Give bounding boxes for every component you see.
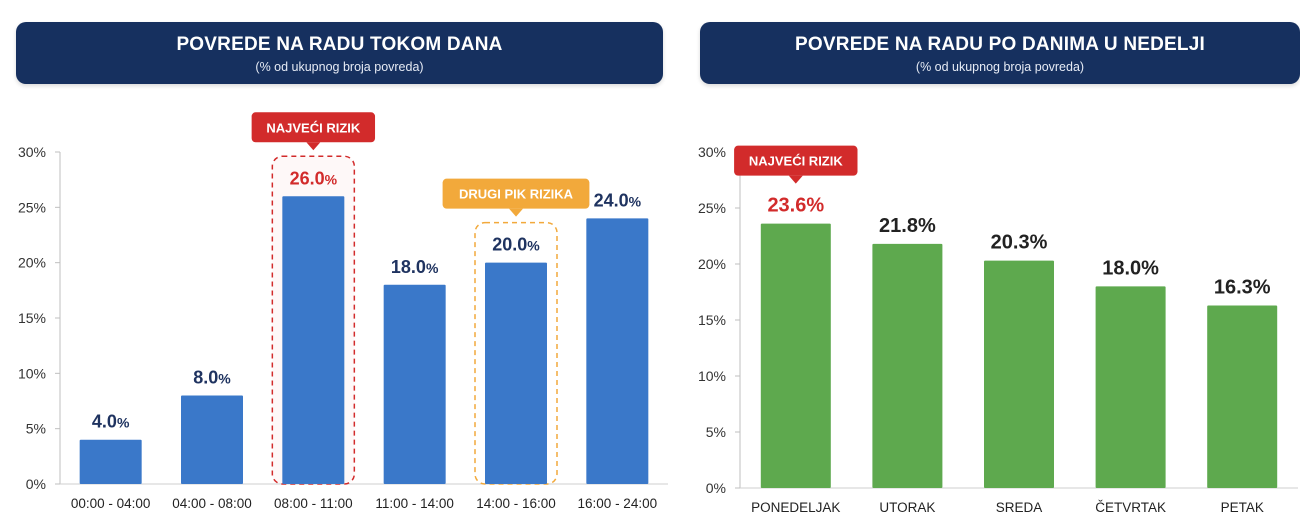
data-label: 24.0% bbox=[594, 190, 642, 210]
bar bbox=[760, 223, 831, 488]
y-tick-label: 10% bbox=[698, 368, 726, 384]
x-tick-label: 08:00 - 11:00 bbox=[274, 496, 353, 511]
data-label: 23.6% bbox=[767, 195, 824, 217]
highlight-callout-box bbox=[251, 112, 376, 143]
y-tick-label: 20% bbox=[18, 255, 46, 271]
bar bbox=[586, 218, 649, 484]
data-label: 18.0% bbox=[1102, 257, 1159, 279]
bar bbox=[383, 284, 446, 484]
data-label: 20.3% bbox=[991, 232, 1048, 254]
chart-panel-time-of-day: POVREDE NA RADU TOKOM DANA (% od ukupnog… bbox=[16, 22, 663, 84]
y-tick-label: 5% bbox=[26, 421, 46, 437]
data-label: 18.0% bbox=[391, 257, 439, 277]
data-label: 8.0% bbox=[193, 367, 231, 387]
secondary-callout-label: DRUGI PIK RIZIKA bbox=[459, 187, 574, 202]
x-tick-label: ČETVRTAK bbox=[1095, 500, 1166, 515]
x-tick-label: 14:00 - 16:00 bbox=[476, 496, 556, 511]
bar bbox=[984, 260, 1054, 488]
data-label: 26.0% bbox=[290, 168, 338, 188]
chart-time-of-day: 0% 5% 10% 15% 20% 25% 30% 4.0% 00:00 - 04:00 8.0%… bbox=[18, 112, 668, 511]
y-tick-label: 30% bbox=[698, 144, 726, 160]
x-tick-label: UTORAK bbox=[879, 500, 935, 515]
highlight-callout-pointer bbox=[788, 175, 803, 184]
data-label: 16.3% bbox=[1214, 276, 1271, 298]
y-tick-label: 25% bbox=[698, 200, 726, 216]
chart-title: POVREDE NA RADU PO DANIMA U NEDELJI bbox=[795, 34, 1205, 55]
x-tick-label: PONEDELJAK bbox=[751, 500, 840, 515]
chart-header: POVREDE NA RADU TOKOM DANA (% od ukupnog… bbox=[16, 22, 663, 84]
x-tick-label: 04:00 - 08:00 bbox=[172, 496, 252, 511]
y-tick-label: 25% bbox=[18, 199, 46, 215]
bar bbox=[872, 243, 943, 488]
x-tick-label: 16:00 - 24:00 bbox=[578, 496, 658, 511]
data-label: 4.0% bbox=[92, 412, 130, 432]
bar bbox=[282, 196, 345, 484]
y-tick-label: 0% bbox=[26, 476, 46, 492]
x-tick-label: SREDA bbox=[996, 500, 1043, 515]
secondary-frame bbox=[474, 221, 558, 485]
highlight-callout-pointer bbox=[306, 142, 321, 151]
highlight-callout-label: NAJVEĆI RIZIK bbox=[749, 154, 844, 169]
bar bbox=[1207, 305, 1278, 488]
chart-panel-day-of-week: POVREDE NA RADU PO DANIMA U NEDELJI (% o… bbox=[690, 0, 1300, 526]
bar bbox=[79, 439, 142, 484]
x-tick-label: 00:00 - 04:00 bbox=[71, 496, 151, 511]
x-tick-label: PETAK bbox=[1221, 500, 1264, 515]
y-tick-label: 20% bbox=[698, 256, 726, 272]
secondary-callout-pointer bbox=[509, 208, 523, 217]
highlight-frame bbox=[271, 155, 356, 485]
y-tick-label: 15% bbox=[698, 312, 726, 328]
bar bbox=[1095, 286, 1166, 488]
highlight-callout-box bbox=[734, 145, 858, 176]
bar bbox=[485, 262, 547, 484]
chart-header: POVREDE NA RADU PO DANIMA U NEDELJI (% o… bbox=[700, 22, 1300, 84]
y-tick-label: 0% bbox=[706, 480, 726, 496]
chart-day-of-week: 0% 5% 10% 15% 20% 25% 30% 23.6% PONEDELJAK NAJVEĆ… bbox=[698, 144, 1298, 515]
x-tick-label: 11:00 - 14:00 bbox=[375, 496, 454, 511]
highlight-callout-label: NAJVEĆI RIZIK bbox=[266, 120, 361, 135]
bar bbox=[181, 395, 243, 484]
chart-title: POVREDE NA RADU TOKOM DANA bbox=[176, 34, 503, 55]
chart-subtitle: (% od ukupnog broja povreda) bbox=[255, 60, 424, 74]
y-tick-label: 15% bbox=[18, 310, 46, 326]
y-tick-label: 30% bbox=[18, 144, 46, 160]
chart-subtitle: (% od ukupnog broja povreda) bbox=[915, 60, 1085, 74]
secondary-callout-box bbox=[442, 178, 590, 209]
data-label: 20.0% bbox=[492, 235, 540, 255]
y-tick-label: 5% bbox=[706, 424, 726, 440]
data-label: 21.8% bbox=[879, 215, 936, 237]
y-tick-label: 10% bbox=[18, 365, 46, 381]
